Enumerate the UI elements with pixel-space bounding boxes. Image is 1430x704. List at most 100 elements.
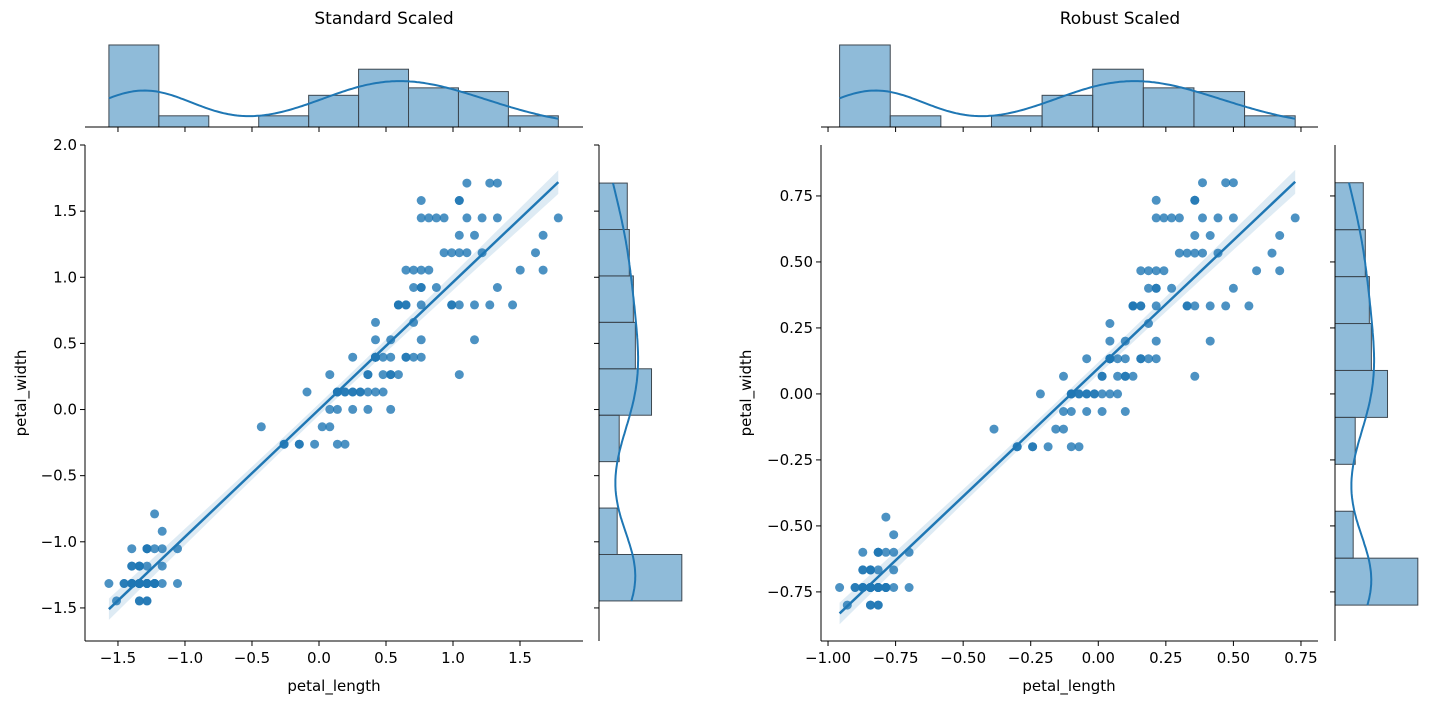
scatter-point bbox=[1128, 301, 1138, 311]
scatter-point bbox=[447, 248, 457, 258]
scatter-point bbox=[1213, 213, 1223, 223]
scatter-point bbox=[157, 526, 167, 536]
scatter-point bbox=[873, 600, 883, 610]
scatter-point bbox=[371, 387, 380, 397]
y-tick-label: 0.00 bbox=[780, 385, 813, 403]
scatter-point bbox=[462, 248, 472, 258]
scatter-point bbox=[393, 370, 403, 380]
scatter-point bbox=[416, 283, 426, 292]
x-tick-label: −1.0 bbox=[167, 649, 203, 667]
scatter-point bbox=[1136, 266, 1146, 276]
scatter-point bbox=[1190, 248, 1200, 258]
scatter-point bbox=[470, 230, 479, 240]
scatter-point bbox=[325, 422, 335, 432]
y-tick-label: 0.75 bbox=[780, 187, 813, 205]
scatter-point bbox=[1074, 389, 1084, 399]
histogram-bar bbox=[598, 321, 636, 370]
scatter-point bbox=[332, 404, 342, 414]
scatter-point bbox=[1151, 336, 1161, 346]
scatter-point bbox=[850, 583, 860, 592]
y-tick-label: 0.0 bbox=[53, 401, 77, 419]
scatter-point bbox=[1113, 389, 1123, 399]
scatter-point bbox=[858, 547, 868, 557]
regression-line bbox=[838, 180, 1297, 615]
scatter-point bbox=[889, 583, 899, 592]
scatter-point bbox=[1051, 424, 1061, 434]
scatter-point bbox=[348, 352, 358, 362]
scatter-point bbox=[409, 352, 419, 362]
scatter-point bbox=[424, 213, 434, 223]
scatter-point bbox=[454, 230, 464, 240]
y-tick-label: 2.0 bbox=[53, 136, 77, 154]
scatter-point bbox=[1182, 301, 1192, 311]
y-tick-label: −1.0 bbox=[41, 533, 77, 551]
scatter-point bbox=[881, 512, 891, 522]
scatter-point bbox=[1190, 371, 1200, 381]
scatter-point bbox=[454, 196, 464, 205]
histogram-bar bbox=[598, 368, 653, 416]
scatter-point bbox=[515, 265, 525, 275]
scatter-point bbox=[424, 265, 434, 275]
scatter-point bbox=[873, 547, 883, 557]
scatter-point bbox=[1190, 195, 1200, 205]
x-tick-label: 0.50 bbox=[1217, 649, 1250, 667]
x-tick-label: −0.75 bbox=[873, 649, 919, 667]
scatter-point bbox=[355, 387, 365, 397]
y-tick-label: −0.5 bbox=[41, 467, 77, 485]
scatter-point bbox=[462, 213, 472, 223]
scatter-point bbox=[1120, 407, 1130, 416]
x-tick-label: 1.5 bbox=[508, 649, 532, 667]
scatter-point bbox=[1244, 301, 1254, 311]
scatter-point bbox=[1151, 266, 1161, 276]
marginal-x-histogram bbox=[108, 44, 559, 128]
scatter-point bbox=[378, 370, 388, 380]
scatter-point bbox=[1144, 266, 1153, 276]
scatter-point bbox=[1267, 248, 1277, 258]
scatter-point bbox=[1066, 442, 1076, 452]
scatter-point bbox=[1151, 354, 1161, 364]
scatter-point bbox=[348, 387, 358, 397]
x-tick-label: −0.5 bbox=[234, 649, 270, 667]
scatter-point bbox=[1028, 442, 1038, 452]
scatter-point bbox=[371, 317, 380, 327]
x-axis-label: petal_length bbox=[287, 677, 380, 696]
scatter-point bbox=[401, 265, 411, 275]
scatter-point bbox=[1290, 213, 1300, 223]
scatter-point bbox=[485, 300, 495, 310]
x-tick-label: 0.25 bbox=[1149, 649, 1182, 667]
y-tick-label: 1.0 bbox=[53, 268, 77, 286]
scatter-point bbox=[889, 547, 899, 557]
scatter-point bbox=[1182, 248, 1192, 258]
scatter-point bbox=[378, 387, 388, 397]
scatter-point bbox=[386, 370, 396, 380]
scatter-point bbox=[416, 213, 426, 223]
scatter-point bbox=[508, 300, 518, 310]
scatter-point bbox=[492, 283, 502, 292]
scatter-point bbox=[256, 422, 266, 432]
scatter-point bbox=[1198, 178, 1207, 188]
scatter-point bbox=[470, 300, 479, 310]
scatter-point bbox=[1198, 248, 1207, 258]
histogram-bar bbox=[598, 414, 620, 463]
scatter-point bbox=[1205, 336, 1215, 346]
scatter-point bbox=[393, 300, 403, 310]
scatter-point bbox=[858, 565, 868, 575]
scatter-point bbox=[416, 335, 426, 345]
scatter-point bbox=[1120, 354, 1130, 364]
scatter-point bbox=[1151, 283, 1161, 293]
scatter-point bbox=[416, 352, 426, 362]
scatter-point bbox=[127, 544, 137, 554]
scatter-point bbox=[157, 579, 167, 588]
scatter-point bbox=[553, 213, 563, 223]
y-tick-label: 0.50 bbox=[780, 253, 813, 271]
scatter-point bbox=[1167, 283, 1177, 293]
scatter-point bbox=[1074, 442, 1084, 452]
histogram-bar bbox=[839, 44, 891, 128]
scatter-point bbox=[340, 387, 350, 397]
scatter-point bbox=[1252, 266, 1262, 276]
scatter-point bbox=[150, 509, 160, 519]
histogram-bar bbox=[1193, 91, 1246, 128]
scatter-point bbox=[889, 565, 899, 575]
x-tick-label: 1.0 bbox=[441, 649, 465, 667]
